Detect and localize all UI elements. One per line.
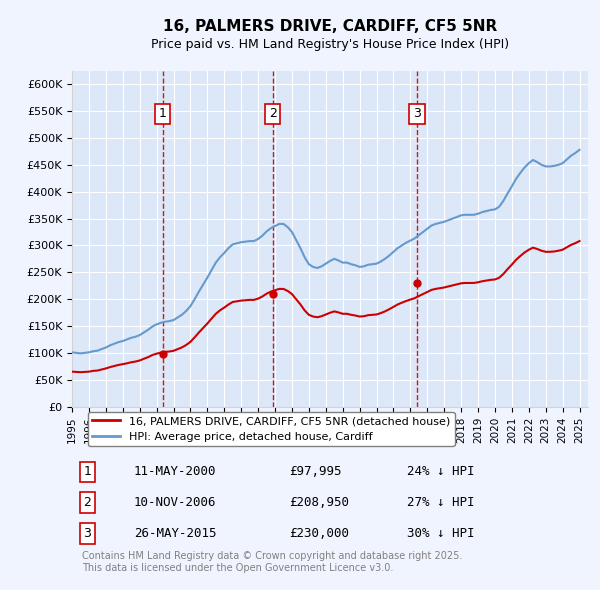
Text: 11-MAY-2000: 11-MAY-2000: [134, 466, 217, 478]
Text: 10-NOV-2006: 10-NOV-2006: [134, 496, 217, 509]
Legend: 16, PALMERS DRIVE, CARDIFF, CF5 5NR (detached house), HPI: Average price, detach: 16, PALMERS DRIVE, CARDIFF, CF5 5NR (det…: [88, 412, 455, 446]
Text: £230,000: £230,000: [289, 527, 349, 540]
Text: £208,950: £208,950: [289, 496, 349, 509]
Text: 27% ↓ HPI: 27% ↓ HPI: [407, 496, 475, 509]
Text: Price paid vs. HM Land Registry's House Price Index (HPI): Price paid vs. HM Land Registry's House …: [151, 38, 509, 51]
Text: 30% ↓ HPI: 30% ↓ HPI: [407, 527, 475, 540]
Text: 26-MAY-2015: 26-MAY-2015: [134, 527, 217, 540]
Text: 2: 2: [269, 107, 277, 120]
Text: 3: 3: [413, 107, 421, 120]
Text: 16, PALMERS DRIVE, CARDIFF, CF5 5NR: 16, PALMERS DRIVE, CARDIFF, CF5 5NR: [163, 19, 497, 34]
Text: £97,995: £97,995: [289, 466, 341, 478]
Text: 3: 3: [83, 527, 91, 540]
Text: 1: 1: [159, 107, 167, 120]
Text: Contains HM Land Registry data © Crown copyright and database right 2025.
This d: Contains HM Land Registry data © Crown c…: [82, 551, 463, 573]
Text: 2: 2: [83, 496, 91, 509]
Text: 1: 1: [83, 466, 91, 478]
Text: 24% ↓ HPI: 24% ↓ HPI: [407, 466, 475, 478]
